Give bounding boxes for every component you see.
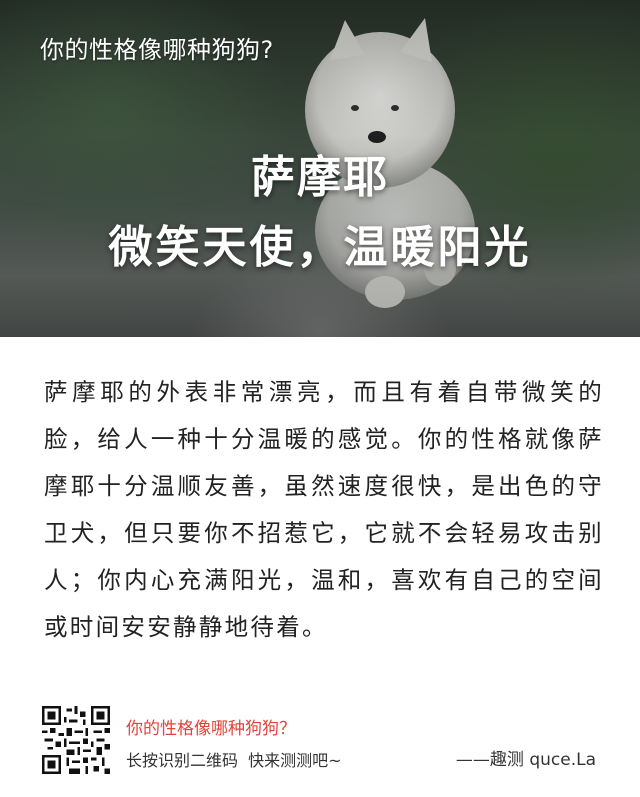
hero-overlay <box>0 0 640 337</box>
samoyed-photo <box>305 18 475 308</box>
result-breed: 萨摩耶 <box>251 152 389 203</box>
brand-signature: ——趣测 quce.La <box>455 750 596 770</box>
hero-banner: 你的性格像哪种狗狗? 萨摩耶 微笑天使，温暖阳光 <box>0 0 640 337</box>
footer: 你的性格像哪种狗狗？ 长按识别二维码 快来测测吧~ ——趣测 quce.La <box>0 700 640 797</box>
quiz-title: 你的性格像哪种狗狗? <box>40 36 274 64</box>
footer-instruction: 长按识别二维码 快来测测吧~ <box>126 751 342 770</box>
result-tagline: 微笑天使，温暖阳光 <box>108 222 532 273</box>
footer-quiz-title: 你的性格像哪种狗狗？ <box>126 719 296 739</box>
qr-code-icon[interactable] <box>42 706 110 774</box>
result-description: 萨摩耶的外表非常漂亮，而且有着自带微笑的脸，给人一种十分温暖的感觉。你的性格就像… <box>44 378 604 641</box>
